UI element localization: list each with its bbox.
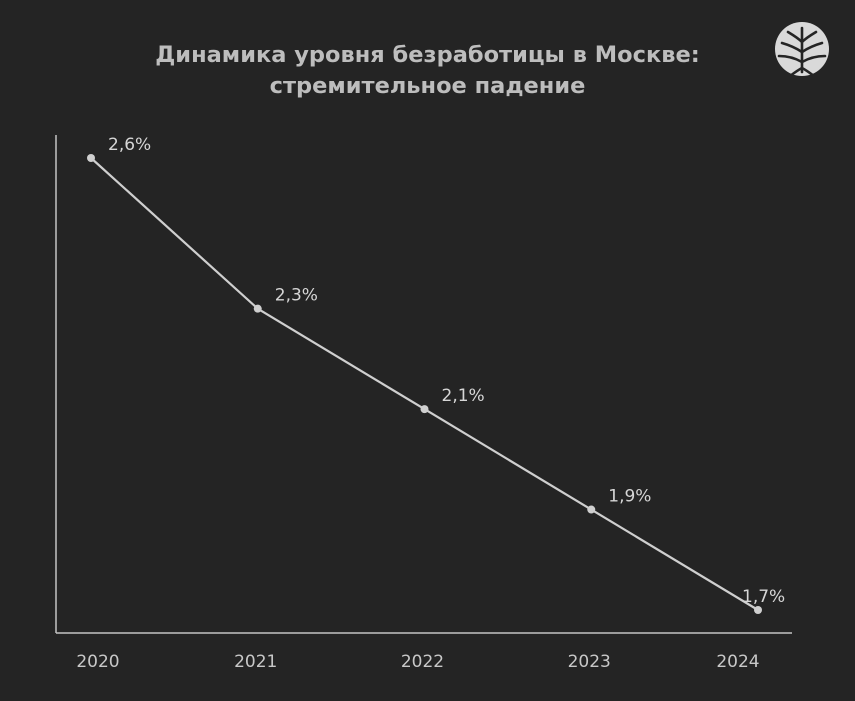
chart-title: Динамика уровня безработицы в Москве: ст… bbox=[60, 40, 795, 102]
data-label-2020: 2,6% bbox=[108, 135, 151, 155]
data-label-2021: 2,3% bbox=[275, 286, 318, 306]
data-point-2024 bbox=[754, 606, 762, 614]
data-label-2022: 2,1% bbox=[442, 386, 485, 406]
x-tick-label-2021: 2021 bbox=[234, 652, 277, 672]
data-label-2023: 1,9% bbox=[608, 487, 651, 507]
data-point-2022 bbox=[420, 405, 429, 414]
chart-title-line-1: Динамика уровня безработицы в Москве: bbox=[155, 42, 700, 68]
data-label-2024: 1,7% bbox=[742, 587, 785, 607]
data-point-2020 bbox=[87, 154, 95, 162]
x-tick-label-2023: 2023 bbox=[568, 652, 611, 672]
series-line bbox=[90, 157, 759, 611]
x-tick-label-2020: 2020 bbox=[76, 652, 119, 672]
tree-crown-logo-icon bbox=[775, 22, 829, 78]
data-point-2023 bbox=[587, 505, 596, 514]
x-tick-label-2024: 2024 bbox=[716, 652, 759, 672]
data-point-2021 bbox=[253, 304, 262, 313]
chart-title-line-2: стремительное падение bbox=[269, 73, 586, 99]
x-tick-label-2022: 2022 bbox=[401, 652, 444, 672]
